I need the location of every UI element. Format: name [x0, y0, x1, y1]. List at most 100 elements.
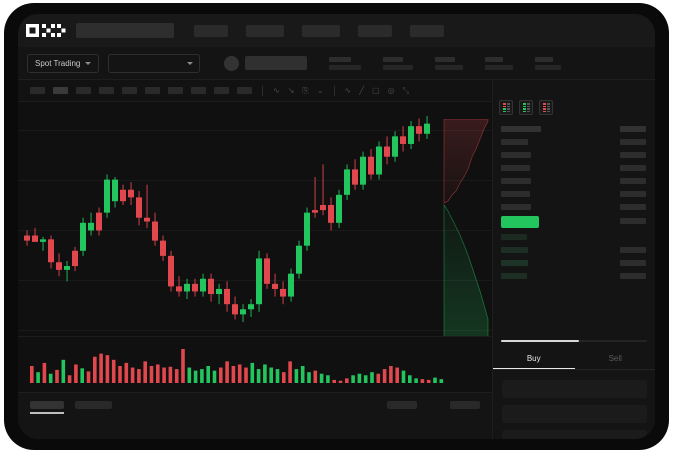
timeframe-button-2[interactable] [53, 87, 68, 94]
orderbook-ask-row[interactable] [501, 165, 530, 171]
timeframe-button-8[interactable] [191, 87, 206, 94]
orderbook-ask-row[interactable] [501, 139, 528, 145]
bottom-action-1[interactable] [387, 401, 417, 409]
stat-label [383, 56, 404, 62]
compare-icon[interactable]: ↘ [287, 85, 295, 95]
timeframe-button-7[interactable] [168, 87, 183, 94]
orderbook-mode-bids[interactable] [519, 100, 533, 115]
timeframe-button-1[interactable] [30, 87, 45, 94]
camera-icon[interactable]: ▢ [372, 85, 380, 95]
search-input[interactable] [76, 23, 174, 38]
nav-item-2[interactable] [246, 24, 284, 37]
order-amount-input[interactable] [502, 405, 647, 423]
okx-logo[interactable] [26, 24, 66, 37]
measure-icon[interactable]: ╱ [359, 85, 365, 95]
line-tool-icon[interactable]: ∿ [344, 85, 352, 95]
market-type-label: Spot Trading [35, 58, 81, 68]
nav-item-1[interactable] [194, 24, 228, 37]
top-navigation-bar [18, 14, 655, 47]
orders-panel [18, 392, 492, 439]
bottom-tab-order-history[interactable] [75, 401, 112, 409]
orderbook-last-price-row[interactable] [501, 216, 539, 228]
orderbook-header-right [620, 126, 646, 132]
last-price-value [245, 56, 308, 70]
stat-group-3 [435, 56, 464, 70]
depth-chart-overlay [442, 119, 494, 341]
orderbook-ask-row[interactable] [501, 152, 531, 158]
gridline [18, 280, 492, 281]
orderbook-bid-row[interactable] [501, 260, 528, 266]
trade-form-tabs: Buy Sell [493, 348, 655, 370]
orderbook-scrollbar-thumb[interactable] [501, 340, 579, 342]
stat-group-1 [329, 56, 362, 70]
icon-bars-right [546, 103, 550, 112]
order-book[interactable] [493, 122, 655, 327]
stat-value [535, 64, 562, 70]
orderbook-ask-row[interactable] [501, 191, 530, 197]
nav-item-5[interactable] [410, 24, 444, 37]
timeframe-button-6[interactable] [145, 87, 160, 94]
orderbook-bid-size [620, 260, 646, 266]
volume-series [30, 349, 444, 383]
stat-group-4 [485, 56, 514, 70]
settings-icon[interactable]: ◎ [387, 85, 395, 95]
trading-pair-dropdown[interactable] [108, 53, 201, 73]
stat-value [383, 64, 414, 70]
candlestick-chart[interactable] [18, 102, 492, 336]
gridline [18, 330, 492, 331]
stat-group-2 [383, 56, 414, 70]
orderbook-bid-row[interactable] [501, 273, 527, 279]
stat-value [435, 64, 464, 70]
timeframe-button-5[interactable] [122, 87, 137, 94]
order-total-input[interactable] [502, 430, 647, 439]
orderbook-bid-size [620, 247, 646, 253]
orderbook-ask-size [620, 139, 646, 145]
timeframe-button-3[interactable] [76, 87, 91, 94]
orderbook-ask-size [620, 204, 646, 210]
bottom-action-2[interactable] [450, 401, 480, 409]
orderbook-mode-both[interactable] [499, 100, 513, 115]
toolbar-divider [262, 85, 263, 96]
depth-chart-svg [443, 119, 489, 341]
orderbook-bid-row[interactable] [501, 247, 528, 253]
stat-label [329, 56, 352, 62]
orderbook-ask-row[interactable] [501, 178, 531, 184]
orderbook-ask-size [620, 152, 646, 158]
candle-series [24, 116, 430, 322]
chevron-down-icon [85, 61, 92, 65]
orderbook-ask-row[interactable] [501, 204, 531, 210]
gridline [18, 130, 492, 131]
tab-buy[interactable]: Buy [493, 348, 575, 369]
orderbook-trade-panel: Buy Sell [492, 80, 655, 439]
stat-value [485, 64, 514, 70]
stat-label [485, 56, 504, 62]
nav-item-3[interactable] [302, 24, 340, 37]
volume-histogram [18, 336, 492, 392]
stat-value [329, 64, 362, 70]
fullscreen-icon[interactable]: ⤡ [402, 85, 409, 95]
stat-label [535, 56, 554, 62]
icon-bars-right [506, 103, 510, 112]
timeframe-button-10[interactable] [237, 87, 252, 94]
gridline [18, 180, 492, 181]
indicators-icon[interactable]: ∿ [273, 85, 280, 95]
templates-icon[interactable]: ⎘ [302, 85, 309, 95]
chart-type-icon[interactable]: ⌄ [316, 85, 324, 95]
market-type-dropdown[interactable]: Spot Trading [27, 53, 100, 73]
tab-sell[interactable]: Sell [575, 348, 656, 369]
icon-bars-left [502, 103, 506, 112]
order-price-input[interactable] [502, 380, 647, 398]
orderbook-bid-row[interactable] [501, 234, 527, 240]
pair-avatar [224, 55, 240, 71]
bottom-tab-open-orders[interactable] [30, 401, 64, 409]
stat-group-5 [535, 56, 562, 70]
timeframe-button-9[interactable] [214, 87, 229, 94]
orderbook-mode-asks[interactable] [539, 100, 553, 115]
nav-item-4[interactable] [358, 24, 392, 37]
orderbook-ask-size [620, 178, 646, 184]
timeframe-button-4[interactable] [99, 87, 114, 94]
app-screen: Spot Trading [18, 14, 655, 439]
device-frame: Spot Trading [4, 3, 669, 450]
icon-bars-left [542, 103, 546, 112]
orderbook-bid-size [620, 273, 646, 279]
